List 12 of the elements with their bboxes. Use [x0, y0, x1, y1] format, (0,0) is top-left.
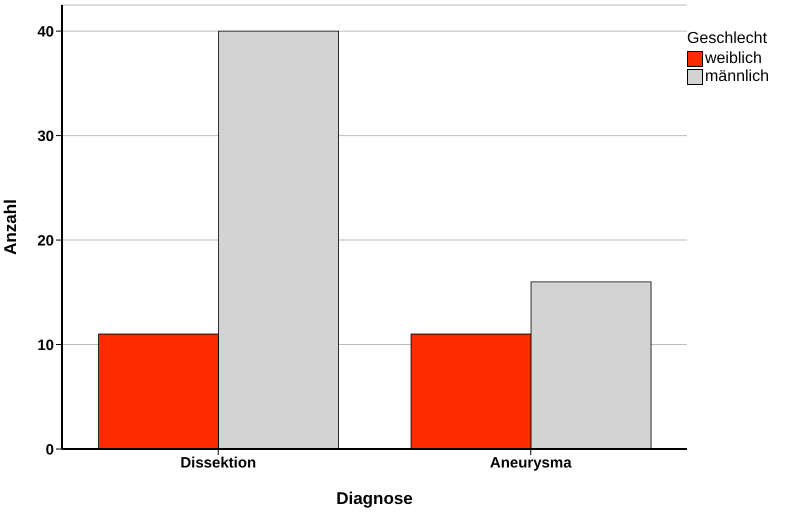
x-axis-title: Diagnose	[336, 489, 413, 508]
legend-label: weiblich	[704, 50, 763, 68]
y-tick-label: 10	[37, 336, 54, 354]
x-tick-label: Aneurysma	[490, 454, 572, 472]
legend-label: männlich	[704, 68, 769, 86]
y-tick-label: 20	[37, 232, 54, 250]
legend-title: Geschlecht	[686, 30, 768, 48]
x-tick-label: Dissektion	[180, 454, 256, 472]
y-tick-label: 30	[37, 128, 54, 145]
y-tick-label: 40	[37, 23, 54, 40]
y-axis-title: Anzahl	[1, 199, 20, 255]
y-tick-label: 0	[46, 441, 54, 458]
